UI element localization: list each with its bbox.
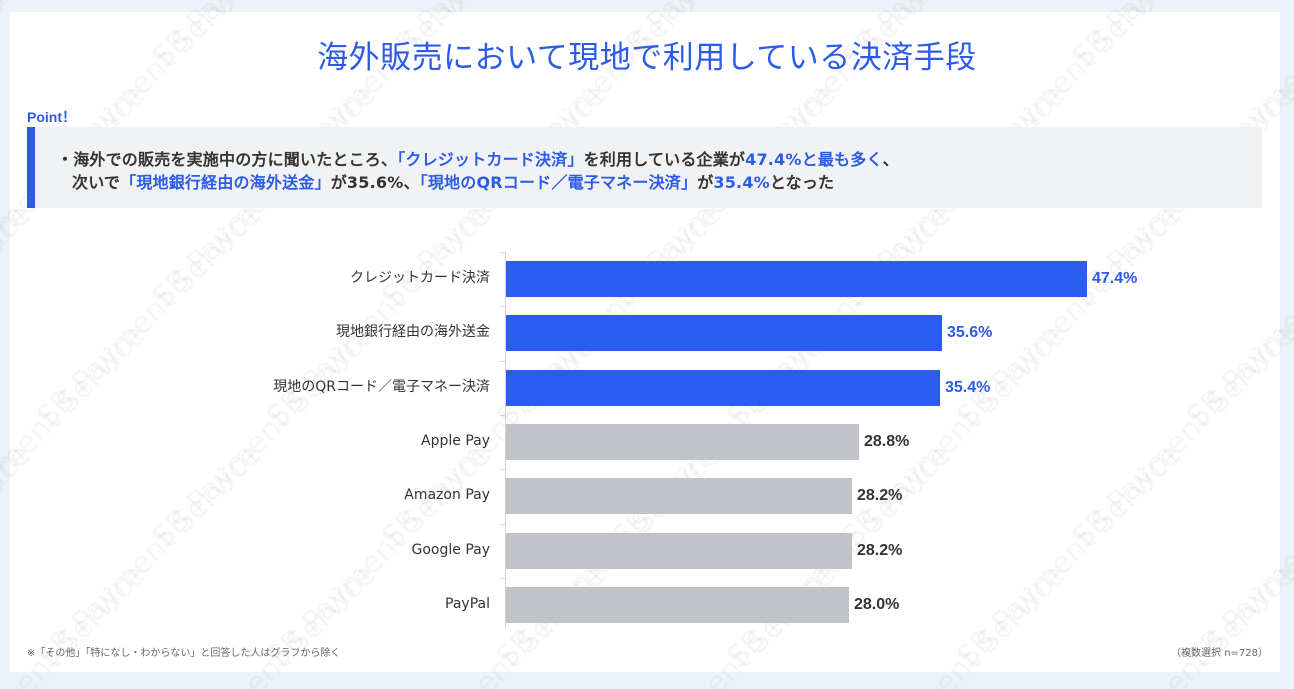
bar [506,478,852,514]
bar [506,533,852,569]
highlight-text: 「クレジットカード決済」 [397,150,584,169]
point-summary-box: ・海外での販売を実施中の方に聞いたところ、「クレジットカード決済」を利用している… [27,127,1262,208]
point-summary-line-1: ・海外での販売を実施中の方に聞いたところ、「クレジットカード決済」を利用している… [57,146,899,170]
bar [506,424,859,460]
summary-text: が [697,173,714,192]
bar [506,370,940,406]
highlight-text: 「現地のQRコード／電子マネー決済」 [419,173,698,192]
axis-tick [500,524,506,525]
highlight-text: 35.4% [713,173,770,192]
sample-size-note: （複数選択 n=728） [1171,648,1268,659]
category-label: PayPal [445,596,490,612]
bar-value-label: 35.4% [945,379,991,396]
bar-value-label: 28.8% [864,433,910,450]
summary-text: を利用している企業が [583,150,746,169]
category-label: 現地銀行経由の海外送金 [336,324,490,340]
bar [506,315,942,351]
highlight-text: 「現地銀行経由の海外送金」 [120,173,331,192]
category-label: Apple Pay [421,433,490,449]
category-label: Amazon Pay [404,487,490,503]
summary-text: 、 [882,150,899,169]
point-summary-line-2: 次いで「現地銀行経由の海外送金」が35.6%、「現地のQRコード／電子マネー決済… [57,169,834,193]
axis-tick [500,415,506,416]
highlight-text: 47.4%と最も多く [745,150,883,169]
bar-value-label: 28.0% [854,596,900,613]
axis-tick [500,578,506,579]
bar [506,587,849,623]
bar-value-label: 28.2% [857,542,903,559]
bar-value-label: 28.2% [857,487,903,504]
bar-value-label: 47.4% [1092,270,1138,287]
point-label: Point！ [27,109,76,125]
axis-tick [500,306,506,307]
bar-value-label: 35.6% [947,324,993,341]
category-label: Google Pay [411,542,491,558]
category-axis [505,252,506,628]
summary-text: 次いで [72,173,121,192]
footnote: ※「その他」「特になし・わからない」と回答した人はグラフから除く [27,648,341,659]
summary-text: となった [769,173,835,192]
axis-tick [500,469,506,470]
category-label: 現地のQRコード／電子マネー決済 [273,379,490,395]
page-title: 海外販売において現地で利用している決済手段 [317,40,977,76]
summary-text: ・海外での販売を実施中の方に聞いたところ、 [57,150,398,169]
axis-tick [500,252,506,253]
bar [506,261,1087,297]
axis-tick [500,361,506,362]
category-label: クレジットカード決済 [350,270,490,286]
summary-text: が35.6%、 [330,173,420,192]
